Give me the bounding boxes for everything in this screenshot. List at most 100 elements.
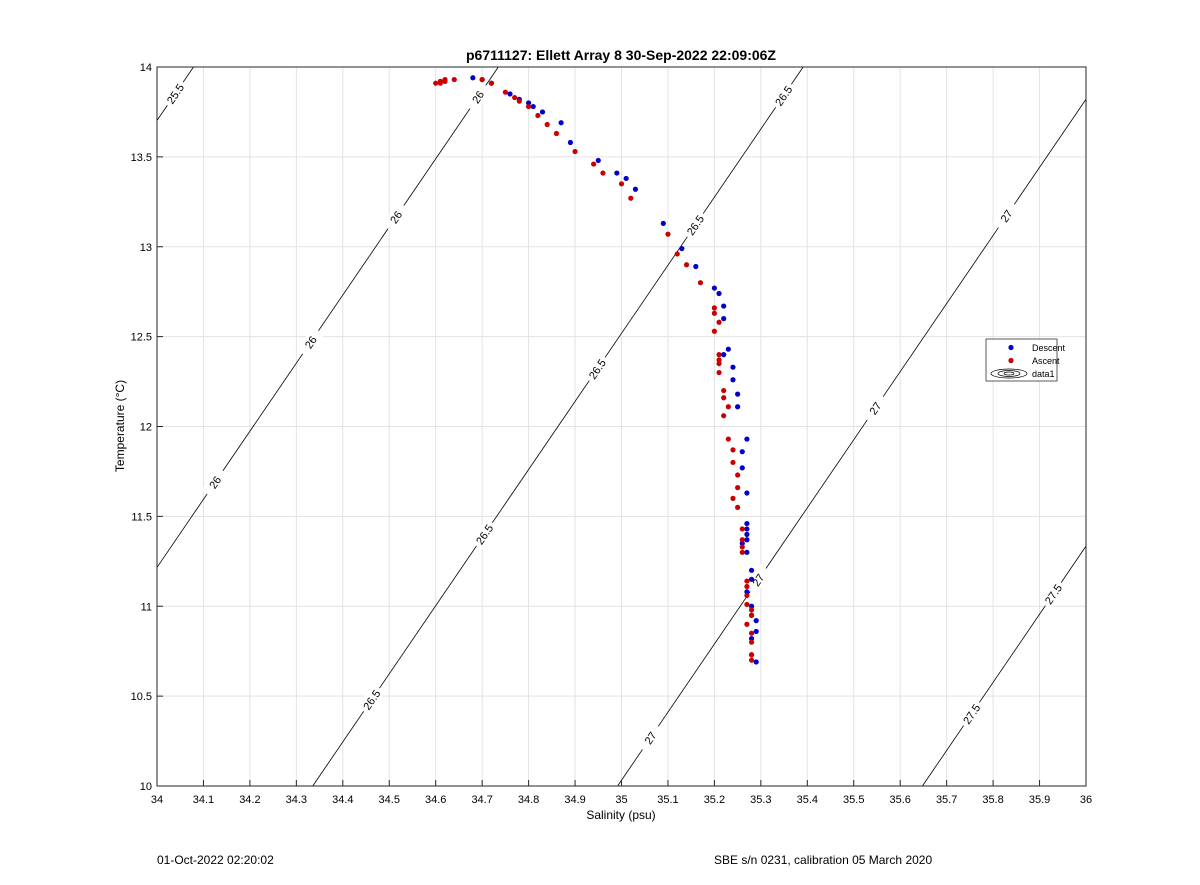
x-tick-label: 36: [1080, 794, 1092, 806]
ascent-point: [512, 94, 518, 101]
descent-point: [744, 537, 750, 543]
descent-point: [744, 526, 750, 532]
descent-point: [716, 290, 722, 297]
descent-point: [660, 220, 666, 226]
isopycnal-label-bg: [636, 722, 665, 754]
descent-point: [744, 589, 750, 595]
ascent-point: [442, 76, 448, 83]
x-tick-label: 34.3: [286, 794, 307, 806]
ascent-point: [721, 395, 727, 401]
descent-point: [744, 436, 750, 442]
ascent-point: [721, 387, 727, 394]
legend-ascent-marker: [1008, 357, 1014, 364]
descent-point: [735, 404, 741, 410]
y-tick-label: 13: [140, 242, 152, 254]
descent-point: [739, 449, 745, 455]
isopycnal-label-bg: [357, 684, 386, 716]
axis-ticks: 34 34.1 34.2 34.3 34.4 34.5 34.6 34.7 34.8 34.9 35…: [131, 62, 1093, 806]
x-tick-label: 34.5: [379, 794, 400, 806]
ascent-point: [526, 103, 532, 110]
ascent-point: [572, 148, 578, 155]
ascent-point: [711, 310, 718, 316]
descent-point: [730, 377, 736, 383]
ascent-point: [748, 630, 755, 636]
ascent-point: [665, 231, 671, 237]
data-points: [433, 75, 759, 665]
ascent-point: [628, 195, 634, 201]
x-axis-label: Salinity (psu): [586, 808, 655, 822]
descent-point: [721, 316, 727, 322]
ascent-point: [535, 112, 541, 119]
x-tick-label: 35.5: [843, 794, 864, 806]
ascent-point: [591, 161, 597, 167]
x-tick-label: 35.3: [750, 794, 771, 806]
ascent-point: [674, 251, 680, 257]
ascent-point: [716, 319, 722, 325]
ascent-point: [744, 592, 750, 599]
descent-point: [748, 567, 755, 573]
ascent-point: [725, 436, 731, 442]
isopycnal-label-bg: [161, 78, 189, 110]
legend-descent-label: Descent: [1032, 343, 1066, 353]
y-tick-label: 11.5: [131, 511, 152, 523]
descent-point: [721, 303, 727, 309]
isopycnal-label-bg: [744, 564, 772, 596]
isopycnal-label: 26: [470, 89, 487, 106]
y-tick-label: 14: [140, 62, 152, 74]
ascent-point: [711, 328, 718, 334]
x-tick-label: 35.2: [704, 794, 725, 806]
ascent-point: [735, 485, 741, 491]
ascent-point: [748, 657, 755, 663]
descent-point: [730, 364, 736, 370]
ascent-point: [739, 544, 745, 550]
descent-point: [721, 352, 727, 358]
y-tick-label: 11: [141, 601, 152, 613]
descent-point: [739, 465, 745, 471]
descent-point: [526, 100, 532, 106]
descent-point: [725, 346, 731, 352]
x-tick-label: 34.1: [193, 794, 214, 806]
ascent-point: [735, 472, 741, 478]
isopycnal-label: 27: [999, 208, 1016, 225]
descent-point: [748, 636, 755, 642]
x-tick-label: 35.9: [1029, 794, 1050, 806]
descent-point: [693, 263, 699, 270]
isopycnal-label: 26: [303, 334, 320, 351]
y-tick-label: 10.5: [131, 691, 152, 703]
x-tick-label: 34.9: [564, 794, 585, 806]
isopycnal-label-bg: [1039, 578, 1067, 610]
isopycnal-label-bg: [464, 81, 492, 113]
ascent-point: [721, 413, 727, 419]
ascent-point: [544, 121, 550, 128]
x-tick-label: 34.2: [239, 794, 260, 806]
ascent-point: [716, 357, 722, 363]
descent-point: [748, 576, 755, 582]
ascent-point: [437, 78, 443, 84]
descent-point: [558, 120, 564, 126]
isopycnal-label: 26: [388, 209, 405, 226]
ascent-point: [683, 262, 690, 268]
x-tick-label: 34.6: [425, 794, 446, 806]
ascent-point: [739, 537, 745, 543]
chart-title: p6711127: Ellett Array 8 30-Sep-2022 22:…: [466, 47, 776, 63]
descent-point: [530, 103, 536, 110]
ascent-point: [725, 404, 731, 410]
footer-timestamp: 01-Oct-2022 02:20:02: [157, 853, 274, 867]
ascent-point: [451, 76, 457, 83]
descent-point: [470, 75, 476, 81]
isopycnal-label: 26: [207, 474, 224, 491]
isopycnal-label-bg: [382, 201, 410, 233]
y-tick-label: 10: [140, 781, 152, 793]
ascent-point: [488, 80, 495, 86]
ascent-point: [730, 459, 736, 466]
isopycnal-label: 27: [868, 400, 885, 417]
ascent-point: [744, 583, 750, 590]
isopycnal-label-bg: [470, 518, 499, 550]
legend-ascent-label: Ascent: [1032, 356, 1060, 366]
legend-contour-icon: [990, 368, 1028, 379]
isopycnal-label-bg: [296, 326, 325, 358]
descent-point: [744, 549, 750, 555]
x-tick-label: 35.8: [982, 794, 1003, 806]
x-tick-label: 35.1: [657, 794, 678, 806]
